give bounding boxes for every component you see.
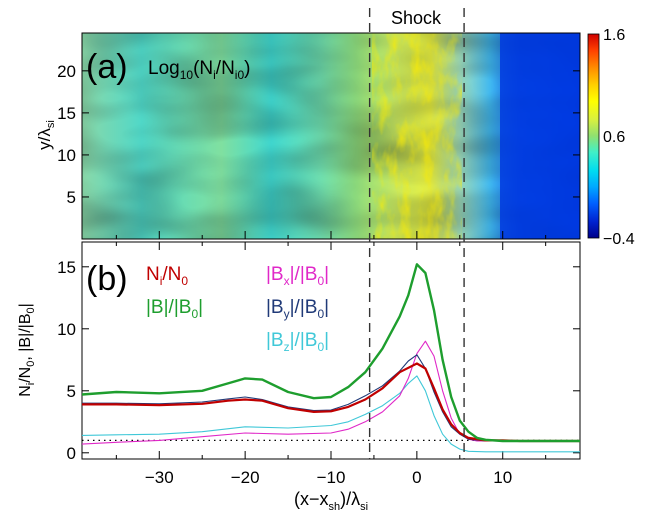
panel-a-y-axis: 5 10 15 20 <box>57 62 580 207</box>
colorbar-tick-label: −0.4 <box>603 231 635 248</box>
panel-a-title: Log10(Ni/Ni0) <box>148 58 250 82</box>
panel-b-xtick-label: −20 <box>231 468 260 487</box>
panel-b-xtick-label: 10 <box>493 468 512 487</box>
panel-b-tag: (b) <box>86 260 128 298</box>
colorbar-tick-label: 1.6 <box>603 27 625 44</box>
legend-entry: Ni/N0 <box>146 264 188 288</box>
panel-b-xtick-label: 0 <box>412 468 421 487</box>
legend-entry: |Bz|/|B0| <box>266 330 329 354</box>
panel-b-ytick-label: 10 <box>57 320 76 339</box>
panel-b-xtick-label: −10 <box>317 468 346 487</box>
panel-b-series <box>82 263 580 453</box>
series-line-4 <box>82 375 580 453</box>
panel-b-ytick-label: 0 <box>67 444 76 463</box>
panel-b-frame <box>81 241 581 460</box>
panel-a-ytick-label: 15 <box>57 104 76 123</box>
panel-b-xtick-label: −30 <box>145 468 174 487</box>
legend: Ni/N0 |B|/|B0| |Bx|/|B0| |By|/|B0| |Bz|/|B0| <box>146 264 329 354</box>
panel-b-ylabel: Ni/N0, |B|/|B0| <box>17 303 37 397</box>
heatmap-field <box>82 33 580 239</box>
panel-a-ytick-label: 20 <box>57 62 76 81</box>
panel-a-ytick-label: 5 <box>67 188 76 207</box>
series-line-1 <box>82 263 580 443</box>
shock-markers <box>368 8 465 459</box>
shock-label: Shock <box>391 8 442 28</box>
panel-b-ytick-label: 5 <box>67 382 76 401</box>
panel-b-axes: 0 5 10 15 −30 −20 −10 0 10 <box>57 231 580 487</box>
legend-entry: |Bx|/|B0| <box>266 264 329 288</box>
panel-b-xlabel: (x−xsh)/λsi <box>294 489 368 513</box>
panel-b: 0 5 10 15 −30 −20 −10 0 10 (b) Ni/N0 |B|/|B0| |Bx|… <box>17 231 581 513</box>
panel-a: 5 10 15 20 y/λsi (a) Log10(Ni/Ni0) −0.4 0.6 1… <box>35 27 635 248</box>
panel-a-ylabel: y/λsi <box>35 120 57 150</box>
panel-a-ytick-label: 10 <box>57 146 76 165</box>
colorbar-tick-label: 0.6 <box>603 129 625 146</box>
colorbar <box>587 33 600 239</box>
legend-entry: |B|/|B0| <box>146 297 203 321</box>
panel-b-ytick-label: 15 <box>57 258 76 277</box>
legend-entry: |By|/|B0| <box>266 297 329 321</box>
colorbar-axis: −0.4 0.6 1.6 <box>603 27 635 248</box>
panel-a-tag: (a) <box>86 48 128 86</box>
